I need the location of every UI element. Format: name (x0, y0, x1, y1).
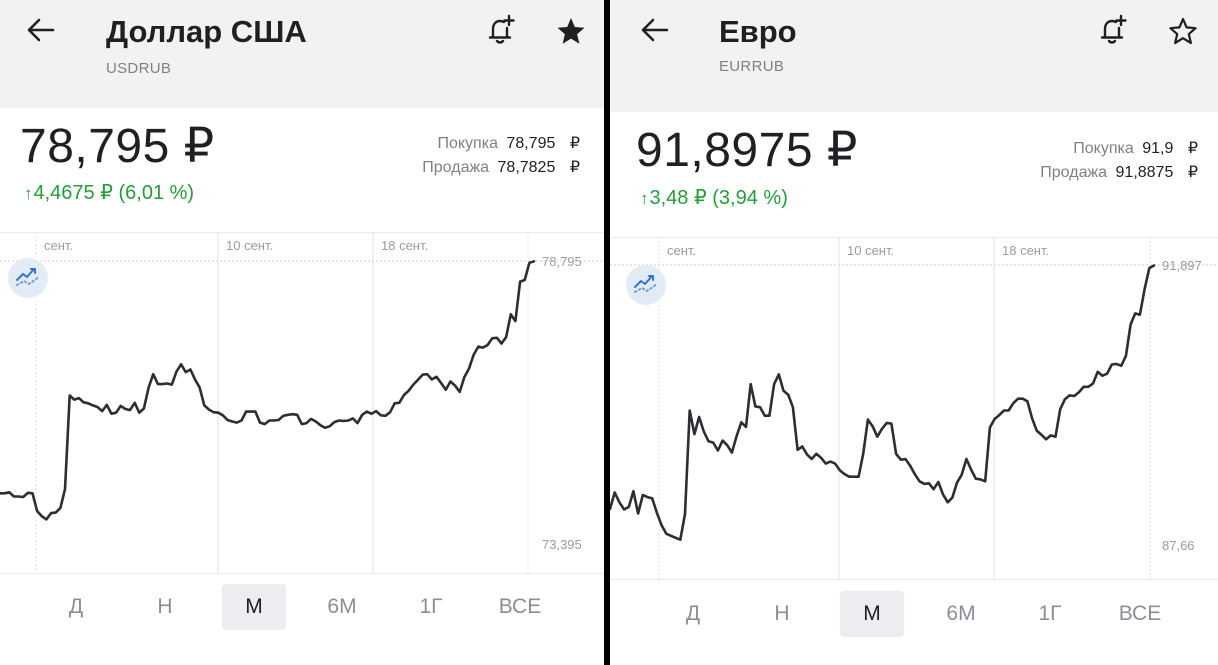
period-tab[interactable]: 1Г (1038, 602, 1062, 625)
buy-currency: ₽ (1187, 140, 1198, 157)
ticker-symbol: USDRUB (106, 60, 172, 77)
chart-type-toggle-button[interactable] (626, 265, 666, 305)
period-selector: Д Н М 6М 1Г ВСЕ (610, 591, 1218, 639)
price-chart[interactable]: сент. 10 сент. 18 сент. 91,897 87,66 (610, 237, 1218, 580)
sell-quote: Продажа 91,8875 ₽ (1040, 161, 1198, 185)
chart-type-toggle-button[interactable] (8, 258, 48, 298)
period-tab[interactable]: Д (68, 595, 84, 618)
header: Евро EURRUB (610, 0, 1218, 112)
period-tab[interactable]: 6М (327, 595, 357, 618)
sell-currency: ₽ (569, 159, 580, 176)
bell-plus-icon (488, 14, 515, 44)
current-price: 78,795 ₽ (20, 120, 215, 173)
favorite-button[interactable] (1168, 16, 1198, 46)
buy-label: Покупка (437, 135, 498, 152)
y-max-label: 78,795 (542, 254, 582, 269)
sell-currency: ₽ (1187, 164, 1198, 181)
bell-plus-icon (1100, 14, 1127, 44)
page-title: Доллар США (106, 14, 307, 49)
quotes: Покупка 78,795 ₽ Продажа 78,7825 ₽ (422, 132, 580, 180)
add-price-alert-button[interactable] (486, 14, 516, 46)
arrow-left-icon (27, 18, 55, 42)
x-tick-label: 18 сент. (381, 238, 428, 253)
current-price: 91,8975 ₽ (636, 124, 858, 177)
price-line (0, 259, 536, 521)
sell-label: Продажа (1040, 164, 1108, 181)
arrow-left-icon (641, 18, 669, 42)
price-change: ↑4,4675 ₽ (6,01 %) (24, 180, 194, 205)
period-selector: Д Н М 6М 1Г ВСЕ (0, 584, 604, 632)
price-chart-svg: сент. 10 сент. 18 сент. 78,795 73,395 (0, 232, 604, 574)
period-tab[interactable]: М (840, 591, 904, 637)
x-tick-label: 10 сент. (226, 238, 273, 253)
sell-value: 78,7825 (497, 159, 556, 176)
buy-value: 78,795 (506, 135, 556, 152)
sell-quote: Продажа 78,7825 ₽ (422, 156, 580, 180)
buy-quote: Покупка 91,9 ₽ (1040, 137, 1198, 161)
quotes: Покупка 91,9 ₽ Продажа 91,8875 ₽ (1040, 137, 1198, 185)
price-chart[interactable]: сент. 10 сент. 18 сент. 78,795 73,395 (0, 232, 604, 574)
buy-quote: Покупка 78,795 ₽ (422, 132, 580, 156)
buy-currency: ₽ (569, 135, 580, 152)
sell-value: 91,8875 (1115, 164, 1174, 181)
star-outline-icon (1169, 17, 1197, 45)
price-change-value: 3,48 ₽ (3,94 %) (649, 187, 788, 209)
back-button[interactable] (26, 16, 56, 44)
y-max-label: 91,897 (1162, 258, 1202, 273)
y-min-label: 73,395 (542, 537, 582, 552)
buy-value: 91,9 (1142, 140, 1174, 157)
page-title: Евро (719, 14, 797, 49)
x-tick-label: сент. (44, 238, 73, 253)
arrow-up-icon: ↑ (24, 184, 33, 203)
trend-line-icon (634, 275, 658, 293)
currency-panel-usd: Доллар США USDRUB 78,795 ₽ ↑4,4675 ₽ (6,… (0, 0, 604, 665)
sell-label: Продажа (422, 159, 490, 176)
price-change: ↑3,48 ₽ (3,94 %) (640, 185, 788, 210)
trend-line-icon (16, 268, 40, 286)
period-tab[interactable]: 6М (946, 602, 976, 625)
x-tick-label: 10 сент. (847, 243, 894, 258)
period-tab[interactable]: 1Г (419, 595, 443, 618)
header: Доллар США USDRUB (0, 0, 604, 108)
price-chart-svg: сент. 10 сент. 18 сент. 91,897 87,66 (610, 237, 1218, 580)
star-filled-icon (557, 18, 585, 44)
x-tick-label: сент. (667, 243, 696, 258)
currency-panel-eur: Евро EURRUB 91,8975 ₽ ↑3,48 ₽ (3,94 %) П… (610, 0, 1218, 665)
price-line (610, 264, 1156, 542)
period-tab[interactable]: Н (157, 595, 173, 618)
y-min-label: 87,66 (1162, 538, 1195, 553)
favorite-button[interactable] (556, 16, 586, 46)
period-tab[interactable]: М (222, 584, 286, 630)
period-tab[interactable]: Д (685, 602, 701, 625)
period-tab[interactable]: Н (774, 602, 790, 625)
period-tab[interactable]: ВСЕ (1118, 602, 1162, 625)
arrow-up-icon: ↑ (640, 189, 649, 208)
price-change-value: 4,4675 ₽ (6,01 %) (33, 182, 195, 204)
back-button[interactable] (640, 16, 670, 44)
ticker-symbol: EURRUB (719, 58, 785, 75)
buy-label: Покупка (1073, 140, 1134, 157)
x-tick-label: 18 сент. (1002, 243, 1049, 258)
add-price-alert-button[interactable] (1098, 14, 1128, 46)
period-tab[interactable]: ВСЕ (498, 595, 542, 618)
